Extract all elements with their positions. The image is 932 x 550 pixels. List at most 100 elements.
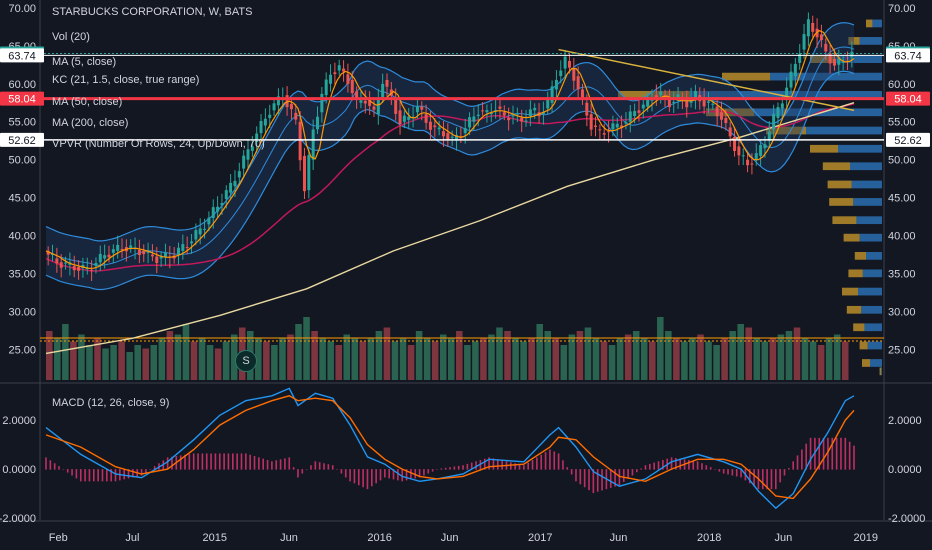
candle-body — [433, 125, 437, 128]
candle-body — [415, 106, 419, 113]
candle-body — [624, 122, 628, 124]
volume-bar — [841, 341, 849, 380]
macd-histogram-bar — [653, 462, 655, 470]
macd-histogram-bar — [627, 469, 629, 479]
price-badge-text: 58.04 — [894, 94, 922, 106]
price-tick-right: 45.00 — [888, 193, 916, 205]
candle-body — [207, 217, 211, 225]
volume-bar — [665, 331, 672, 380]
macd-histogram-bar — [231, 453, 234, 470]
volume-bar — [729, 331, 736, 380]
candle-body — [498, 106, 502, 109]
macd-histogram-bar — [192, 453, 195, 470]
legend-ma50: MA (50, close) — [52, 96, 123, 108]
macd-tick-left: 2.0000 — [2, 415, 36, 427]
volume-bar — [158, 338, 166, 380]
candle-body — [420, 106, 424, 110]
macd-histogram-bar — [84, 469, 86, 482]
candle-body — [511, 115, 515, 117]
macd-histogram-bar — [540, 454, 543, 470]
macd-histogram-bar — [536, 457, 538, 470]
price-badge-right — [886, 48, 930, 63]
time-tick-label: 2018 — [697, 532, 721, 544]
macd-histogram-bar — [844, 437, 847, 470]
macd-histogram-bar — [218, 453, 221, 470]
candle-body — [615, 123, 619, 128]
candle-body — [455, 135, 459, 141]
macd-histogram-bar — [644, 465, 647, 470]
candle-body — [181, 244, 185, 251]
macd-histogram-bar — [236, 453, 238, 470]
candle-body — [142, 250, 146, 255]
volume-bar — [198, 338, 206, 380]
candle-body — [116, 244, 120, 251]
candle-body — [355, 91, 359, 99]
candle-body — [724, 117, 728, 124]
macd-histogram-bar — [618, 469, 621, 486]
candle-body — [111, 249, 115, 253]
price-tick-right: 70.00 — [888, 3, 916, 15]
macd-histogram-bar — [331, 465, 334, 470]
macd-histogram-bar — [340, 469, 343, 474]
candle-body — [407, 116, 411, 120]
candle-body — [333, 72, 337, 75]
candle-body — [402, 115, 406, 122]
vpvr-bar-up — [856, 216, 882, 225]
macd-histogram-bar — [735, 469, 738, 477]
volume-bar — [488, 334, 495, 380]
macd-histogram-bar — [727, 469, 729, 475]
volume-bar — [681, 341, 688, 380]
volume-bar — [777, 334, 785, 380]
macd-histogram-bar — [635, 469, 638, 473]
candle-body — [185, 247, 189, 249]
legend-vpvr: VPVR (Number Of Rows, 24, Up/Down, 70) — [52, 138, 265, 150]
candle-body — [654, 95, 658, 99]
macd-histogram-bar — [97, 469, 99, 482]
candle-body — [554, 79, 558, 90]
candle-body — [602, 133, 606, 135]
macd-histogram-bar — [205, 453, 208, 470]
volume-bar — [206, 345, 214, 380]
macd-histogram-bar — [436, 469, 438, 470]
candle-body — [150, 254, 154, 257]
macd-histogram-bar — [705, 465, 708, 470]
candle-body — [641, 104, 645, 109]
macd-histogram-bar — [245, 453, 247, 470]
time-tick-label: Jun — [441, 532, 459, 544]
volume-bar — [536, 324, 543, 380]
candle-body — [446, 133, 450, 140]
vpvr-bar-down — [862, 359, 870, 367]
volume-bar — [279, 338, 286, 380]
macd-histogram-bar — [323, 463, 325, 470]
macd-histogram-bar — [171, 456, 173, 470]
candle-body — [589, 114, 593, 130]
volume-bar — [448, 338, 455, 380]
price-tick-left: 50.00 — [8, 155, 36, 167]
volume-bar — [793, 327, 801, 380]
candle-body — [476, 114, 480, 117]
volume-bar — [632, 331, 640, 380]
price-tick-right: 25.00 — [888, 345, 916, 357]
macd-histogram-bar — [249, 454, 251, 470]
split-event-badge[interactable]: S — [235, 350, 257, 372]
macd-histogram-bar — [770, 469, 773, 490]
vpvr-bar-up — [859, 233, 882, 242]
macd-histogram-bar — [397, 469, 399, 481]
macd-histogram-bar — [284, 458, 286, 470]
candle-body — [798, 53, 802, 63]
macd-signal-line — [45, 395, 855, 500]
volume-bar — [327, 341, 334, 380]
volume-bar — [190, 341, 198, 380]
candle-body — [211, 207, 215, 218]
macd-histogram-bar — [596, 469, 599, 492]
candle-body — [120, 248, 124, 250]
price-badge-left — [0, 48, 44, 63]
candle-body — [772, 113, 776, 130]
macd-histogram-bar — [692, 460, 695, 470]
macd-histogram-bar — [631, 469, 634, 476]
candle-body — [203, 228, 207, 230]
candle-body — [307, 155, 311, 191]
macd-tick-left: -2.0000 — [0, 513, 36, 525]
volume-bar — [335, 345, 342, 380]
